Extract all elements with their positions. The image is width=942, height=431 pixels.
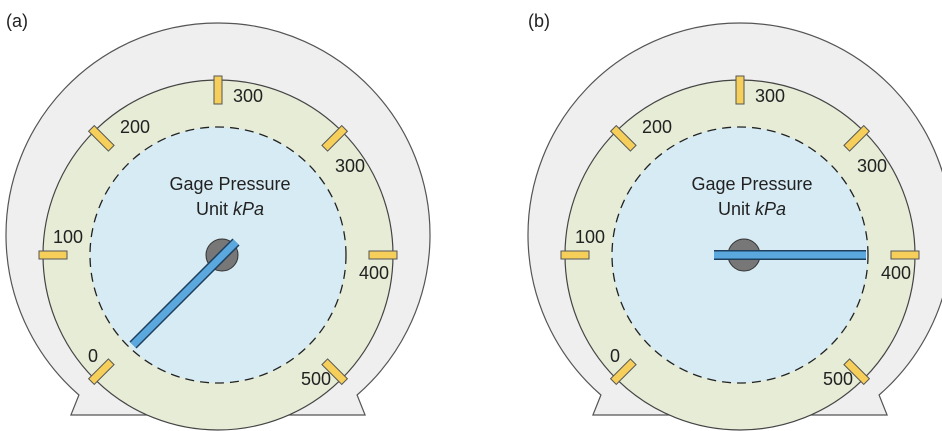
tick-label: 0: [88, 346, 98, 366]
tick-label: 300: [233, 86, 263, 106]
tick-label: 400: [881, 263, 911, 283]
panel-label: (a): [6, 11, 28, 31]
diagram: (a)3002003001004000500Gage PressureUnitk…: [0, 0, 942, 431]
tick-mark: [891, 251, 919, 259]
unit-name: kPa: [233, 199, 264, 219]
gauge-title: Gage Pressure: [691, 174, 812, 194]
tick-mark: [561, 251, 589, 259]
tick-label: 100: [575, 227, 605, 247]
tick-label: 300: [755, 86, 785, 106]
tick-label: 400: [359, 263, 389, 283]
tick-mark: [214, 76, 222, 104]
tick-label: 300: [857, 156, 887, 176]
tick-mark: [369, 251, 397, 259]
gauge-title: Gage Pressure: [169, 174, 290, 194]
tick-label: 300: [335, 156, 365, 176]
unit-name: kPa: [755, 199, 786, 219]
tick-label: 200: [120, 117, 150, 137]
tick-label: 0: [610, 346, 620, 366]
tick-mark: [39, 251, 67, 259]
tick-label: 100: [53, 227, 83, 247]
panel-label: (b): [528, 11, 550, 31]
unit-prefix: Unit: [196, 199, 228, 219]
unit-prefix: Unit: [718, 199, 750, 219]
tick-label: 500: [301, 369, 331, 389]
tick-label: 500: [823, 369, 853, 389]
tick-label: 200: [642, 117, 672, 137]
tick-mark: [736, 76, 744, 104]
